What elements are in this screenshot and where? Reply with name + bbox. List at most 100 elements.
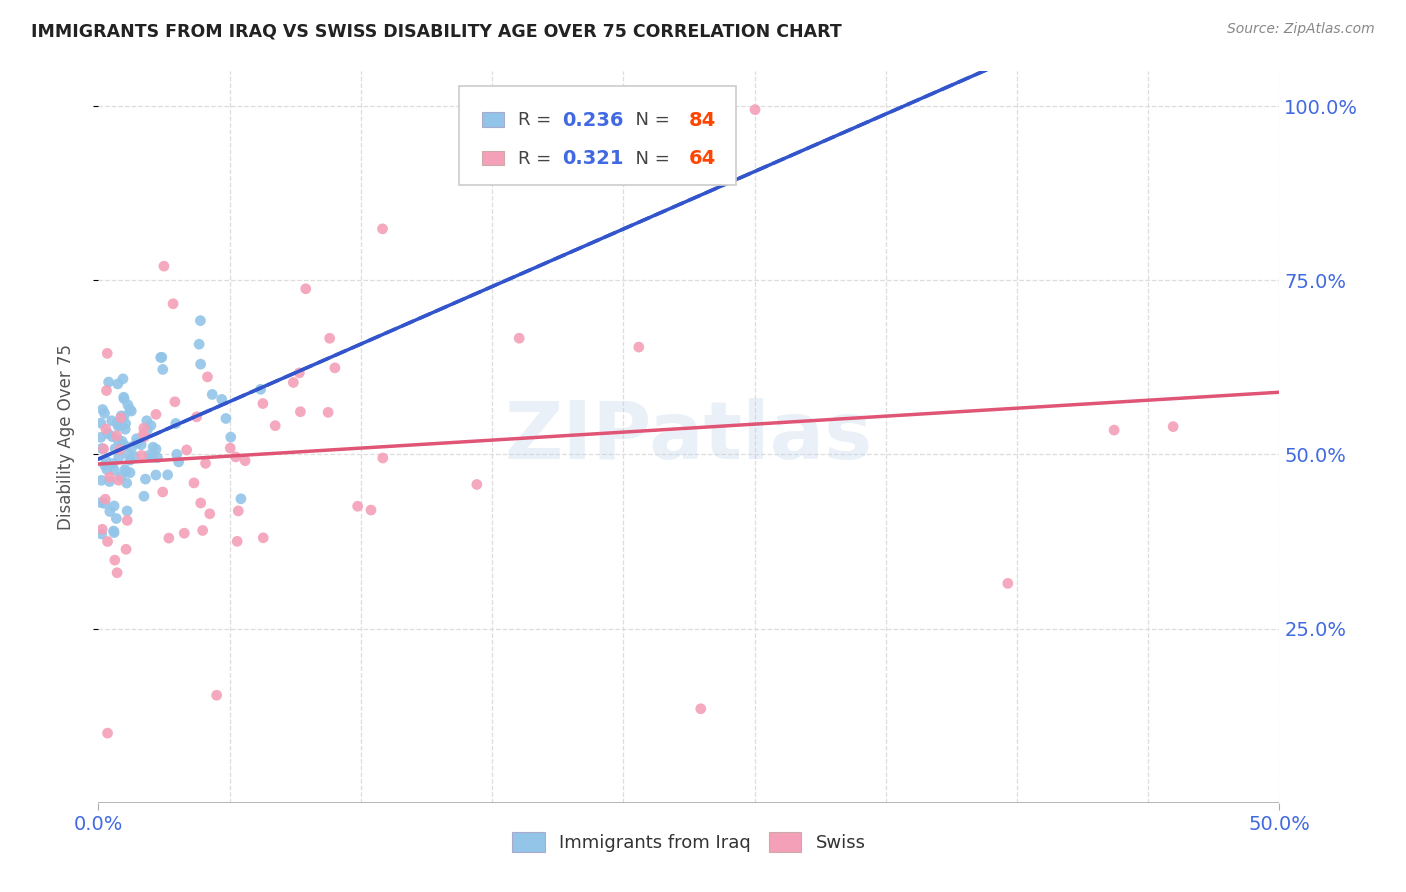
Point [94,454,117,468]
Point [118,402,141,417]
Legend: Immigrants from Iraq, Swiss: Immigrants from Iraq, Swiss [505,824,873,860]
Point [110,470,132,484]
Point [165,417,187,431]
Point [136,423,159,437]
Point [107,473,129,487]
Point [360,503,382,517]
Point [108,442,131,457]
Text: R =: R = [517,112,557,129]
Point [101,430,124,444]
Point [371,222,394,236]
Point [290,405,312,419]
Point [145,408,167,422]
Point [94,492,117,507]
Text: 0.236: 0.236 [562,111,624,129]
Bar [482,151,503,166]
Point [194,456,217,470]
Point [162,297,184,311]
Point [233,453,256,467]
Point [117,398,139,412]
Point [120,404,142,418]
Point [183,475,205,490]
Point [142,440,165,454]
Text: 0.321: 0.321 [562,150,624,169]
Point [96,384,118,398]
Point [90,416,112,430]
Point [744,103,766,117]
Point [197,370,219,384]
Text: Source: ZipAtlas.com: Source: ZipAtlas.com [1227,22,1375,37]
Point [125,432,148,446]
Point [103,463,125,477]
Text: 84: 84 [689,111,716,129]
Point [134,430,156,444]
Point [111,372,134,386]
Bar [482,112,503,127]
Text: N =: N = [624,112,675,129]
Point [465,477,488,491]
Point [132,427,155,442]
Point [138,448,160,462]
Point [96,462,118,476]
Point [98,504,121,518]
Point [294,282,316,296]
Point [225,450,247,464]
Point [115,504,138,518]
Point [121,440,143,454]
Point [90,527,112,541]
Point [371,450,394,465]
Point [141,450,163,465]
Point [201,387,224,401]
Point [94,422,117,436]
Point [229,491,252,506]
Point [163,394,186,409]
Point [96,534,118,549]
Point [114,438,136,452]
Point [91,402,114,417]
Point [283,376,305,390]
Point [173,526,195,541]
Point [627,340,650,354]
Point [110,409,132,423]
Point [198,507,221,521]
Point [117,447,139,461]
Point [132,489,155,503]
Point [118,453,141,467]
Point [145,468,167,483]
Point [153,259,176,273]
Point [90,474,112,488]
Point [252,531,274,545]
Point [96,346,118,360]
Point [115,542,138,557]
Text: ZIPatlas: ZIPatlas [505,398,873,476]
Point [107,419,129,434]
Point [97,375,120,389]
Point [90,442,112,456]
Point [93,496,115,510]
Point [146,450,169,465]
Point [188,337,211,351]
Point [93,442,115,456]
Point [166,447,188,461]
Point [508,331,530,345]
Text: R =: R = [517,150,557,168]
Point [205,688,228,702]
Point [689,702,711,716]
Point [111,434,134,449]
Point [318,331,340,345]
Point [100,414,122,428]
Point [215,411,238,425]
Point [93,406,115,420]
Point [114,417,136,431]
Point [118,466,141,480]
Point [115,465,138,479]
Point [124,450,146,464]
Point [219,441,242,455]
Point [145,442,167,456]
Point [107,376,129,391]
Point [152,362,174,376]
Point [107,433,129,447]
Point [288,366,311,380]
Point [114,462,136,476]
Point [323,360,346,375]
